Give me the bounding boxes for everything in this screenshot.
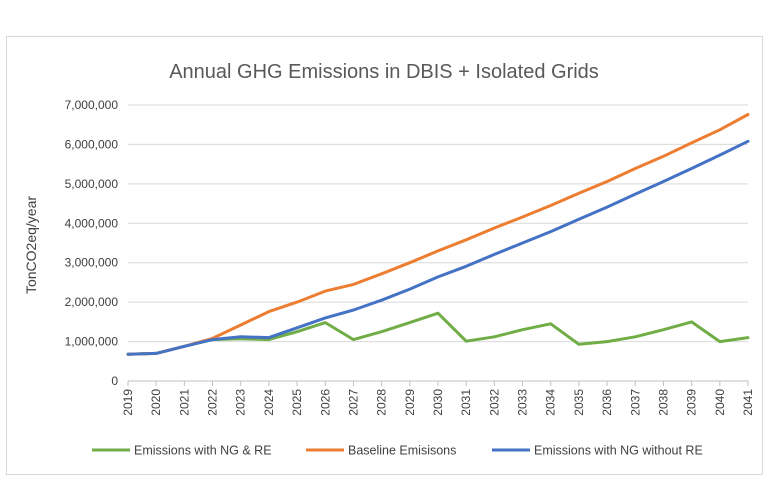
x-tick-label: 2036 xyxy=(600,389,614,416)
y-tick-label: 3,000,000 xyxy=(65,256,119,270)
x-tick-label: 2041 xyxy=(741,389,755,416)
x-tick-label: 2039 xyxy=(685,389,699,416)
x-tick-label: 2021 xyxy=(177,389,191,416)
chart-title: Annual GHG Emissions in DBIS + Isolated … xyxy=(169,61,599,83)
x-tick-labels: 2019 2020 2021 2022 2023 2024 2025 2026 2027 2028… xyxy=(121,389,755,416)
y-tick-label: 6,000,000 xyxy=(65,137,119,151)
x-tick-label: 2025 xyxy=(290,389,304,416)
x-tick-label: 2032 xyxy=(487,389,501,416)
x-tick-label: 2024 xyxy=(262,389,276,416)
y-tick-label: 2,000,000 xyxy=(65,295,119,309)
x-tick-label: 2037 xyxy=(628,389,642,416)
x-tick-label: 2040 xyxy=(713,389,727,416)
series-lines xyxy=(126,113,750,356)
x-tick-label: 2033 xyxy=(516,389,530,416)
x-tick-label: 2027 xyxy=(346,389,360,416)
x-tick-label: 2020 xyxy=(149,389,163,416)
chart-frame xyxy=(6,36,763,475)
x-tick-label: 2035 xyxy=(572,389,586,416)
legend-label: Emissions with NG without RE xyxy=(534,444,703,458)
series-line xyxy=(126,113,750,356)
y-tick-label: 4,000,000 xyxy=(65,216,119,230)
x-tick-label: 2019 xyxy=(121,389,135,416)
y-tick-label: 5,000,000 xyxy=(65,177,119,191)
x-tick-label: 2030 xyxy=(431,389,445,416)
y-tick-label: 0 xyxy=(111,374,118,388)
x-tick-label: 2038 xyxy=(656,389,670,416)
gridlines xyxy=(128,104,748,343)
y-tick-labels: 0 1,000,000 2,000,000 3,000,000 4,000,000 5,0… xyxy=(65,98,119,388)
x-tick-label: 2029 xyxy=(403,389,417,416)
legend-label: Baseline Emisisons xyxy=(348,444,456,458)
x-tick-label: 2034 xyxy=(544,389,558,416)
legend: Emissions with NG & RE Baseline Emisisons… xyxy=(92,444,703,458)
y-tick-label: 7,000,000 xyxy=(65,98,119,112)
legend-label: Emissions with NG & RE xyxy=(134,444,272,458)
x-tick-label: 2031 xyxy=(459,389,473,416)
y-axis-label: TonCO2eq/year xyxy=(23,196,39,294)
x-tick-label: 2022 xyxy=(206,389,220,416)
x-tick-label: 2023 xyxy=(234,389,248,416)
y-tick-label: 1,000,000 xyxy=(65,335,119,349)
x-tick-label: 2026 xyxy=(318,389,332,416)
x-tick-label: 2028 xyxy=(375,389,389,416)
axes xyxy=(127,380,749,386)
series-line xyxy=(126,139,750,356)
